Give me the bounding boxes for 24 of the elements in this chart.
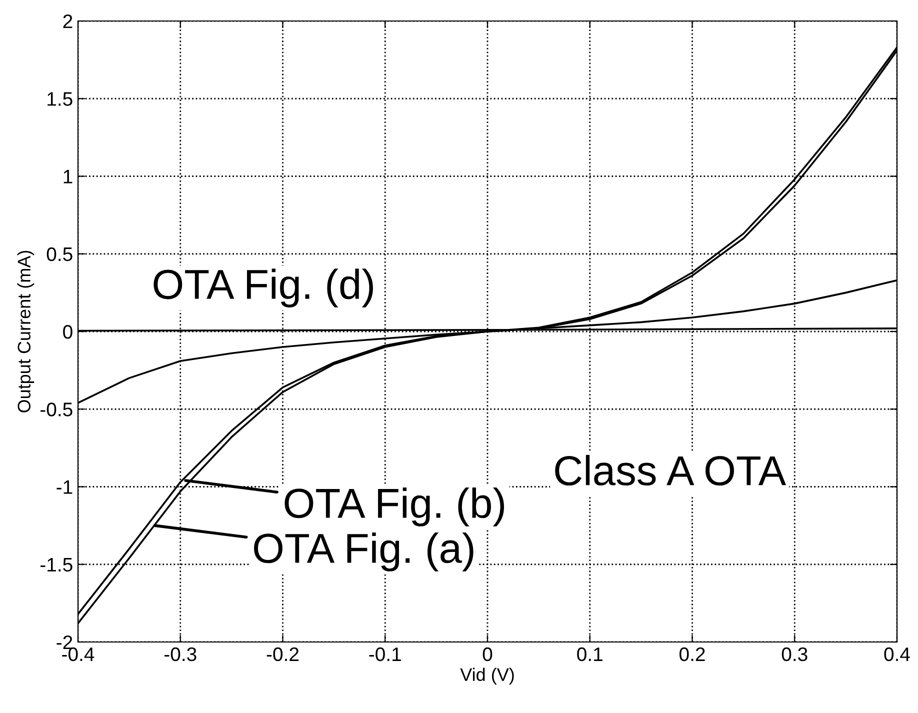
x-tick-label: 0: [482, 647, 492, 662]
y-tick-label: -1: [56, 480, 72, 494]
x-tick-label: 0.1: [577, 647, 602, 662]
annotation: Class A OTA: [555, 454, 786, 486]
x-tick-label: 0.2: [679, 647, 705, 662]
x-axis-title: Vid (V): [460, 668, 514, 685]
x-tick-label: -0.1: [369, 647, 401, 662]
y-tick-label: -1.5: [40, 558, 72, 572]
y-axis-title: Output Current (mA): [17, 250, 34, 412]
y-tick-label: -2: [56, 635, 72, 650]
x-tick-label: 0.3: [782, 647, 808, 662]
x-tick-label: -0.3: [164, 647, 196, 662]
y-tick-label: 2: [63, 14, 72, 28]
annotation: OTA Fig. (b): [284, 488, 504, 526]
y-tick-label: 1: [64, 170, 72, 184]
x-tick-label: 0.4: [884, 647, 910, 662]
annotation: OTA Fig. (a): [254, 532, 474, 572]
x-tick-label: -0.4: [62, 647, 94, 662]
y-tick-label: -0.5: [40, 402, 72, 416]
y-tick-label: 1.5: [48, 92, 72, 106]
y-tick-label: 0.5: [46, 247, 72, 262]
y-tick-label: 0: [63, 324, 72, 339]
annotation: OTA Fig. (d): [154, 268, 373, 308]
x-tick-label: -0.2: [266, 647, 299, 662]
